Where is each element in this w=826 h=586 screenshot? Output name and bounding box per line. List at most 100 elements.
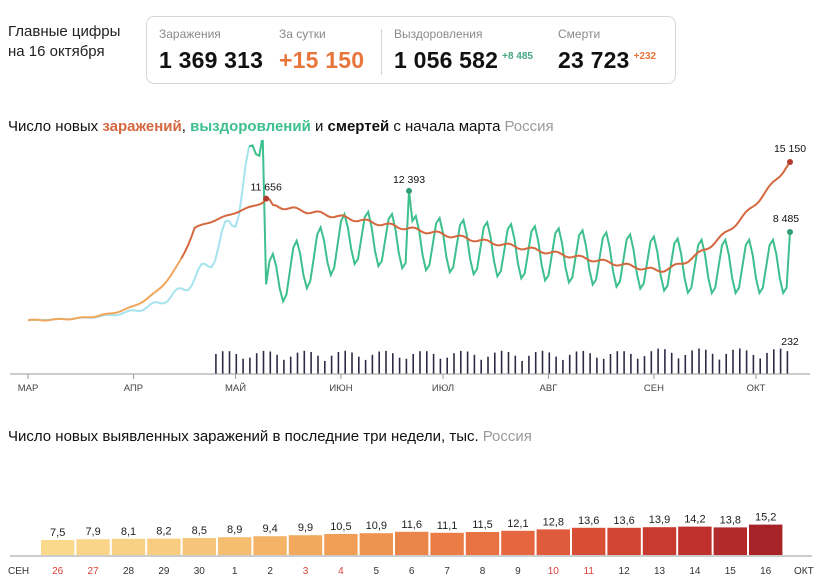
deaths-bar	[705, 349, 707, 374]
bar	[572, 527, 606, 555]
bar	[536, 529, 570, 555]
deaths-bar	[691, 350, 693, 374]
deaths-bar	[255, 353, 258, 374]
chart1-region: Россия	[504, 118, 554, 135]
deaths-bar	[684, 355, 687, 374]
day-label: 5	[374, 566, 380, 577]
stat-infections-label: Заражения	[159, 27, 221, 41]
bar-value-label: 8,9	[227, 524, 242, 536]
deaths-bar	[432, 353, 435, 374]
headline-line1: Главные цифры	[8, 23, 121, 40]
deaths-bar	[405, 358, 408, 374]
bar-value-label: 10,5	[330, 521, 351, 533]
day-label: 30	[194, 566, 206, 577]
day-label: 29	[158, 566, 170, 577]
bar	[111, 538, 146, 555]
infections-line-early	[27, 258, 182, 322]
deaths-bar	[779, 348, 782, 374]
deaths-bar	[439, 358, 442, 374]
deaths-bar	[215, 354, 217, 374]
deaths-bar	[412, 354, 414, 374]
deaths-bar	[739, 348, 741, 374]
bar	[41, 540, 75, 555]
stat-daily: За сутки +15 150	[279, 27, 364, 74]
bar	[76, 539, 110, 555]
deaths-last-label: 232	[781, 336, 799, 348]
deaths-bar	[310, 352, 312, 374]
stat-deaths-label: Смерти	[558, 27, 601, 41]
deaths-bar	[773, 349, 775, 374]
bar	[218, 537, 252, 555]
infections-last-label: 15 150	[774, 143, 806, 155]
deaths-bar	[337, 352, 340, 374]
deaths-bar	[630, 353, 632, 374]
deaths-bar	[664, 349, 666, 374]
deaths-bar	[473, 354, 476, 374]
deaths-bar	[725, 353, 727, 374]
deaths-bar	[269, 351, 272, 374]
day-label: 6	[409, 566, 415, 577]
deaths-bar	[228, 351, 231, 374]
stat-deaths-delta: +232	[633, 51, 657, 62]
recoveries-line	[248, 140, 791, 305]
recoveries-last-label: 8 485	[773, 213, 799, 225]
chart1-title-post: с начала марта	[389, 118, 501, 135]
deaths-bar	[766, 352, 768, 374]
deaths-bar	[732, 349, 734, 374]
deaths-bar	[344, 350, 346, 374]
month-label: АВГ	[540, 383, 558, 394]
day-label: 16	[760, 566, 772, 577]
chart1-title-infections: заражений	[102, 118, 182, 135]
bar-value-label: 11,1	[437, 520, 458, 532]
month-label-right: ОКТ	[794, 566, 814, 577]
deaths-bar	[446, 357, 448, 374]
deaths-bar	[575, 351, 578, 374]
deaths-bar	[582, 350, 585, 374]
bar-value-label: 8,2	[156, 526, 171, 538]
bar-value-label: 9,9	[298, 522, 313, 534]
deaths-bar	[262, 350, 265, 374]
deaths-bar	[521, 360, 523, 374]
deaths-bar	[677, 358, 680, 374]
month-label: ИЮН	[329, 383, 352, 394]
deaths-bar	[303, 350, 306, 374]
day-label: 4	[338, 566, 344, 577]
bar-value-label: 7,9	[85, 526, 100, 538]
bar	[749, 524, 783, 555]
month-label: ОКТ	[747, 383, 766, 394]
bar-value-label: 11,6	[401, 519, 422, 531]
day-label: 26	[52, 566, 64, 577]
stat-recovered-value: 1 056 582	[394, 47, 499, 73]
infections-last-dot	[787, 159, 793, 165]
deaths-bar	[324, 360, 326, 374]
infections-line	[180, 161, 791, 273]
chart1-title-pre: Число новых	[8, 118, 103, 135]
deaths-bar	[534, 352, 537, 374]
bar-value-label: 8,5	[192, 525, 207, 537]
day-label: 10	[548, 566, 560, 577]
deaths-bar	[589, 353, 591, 374]
infections-peak-label: 11 656	[250, 182, 281, 194]
deaths-bar	[711, 353, 714, 374]
bar	[642, 527, 677, 555]
month-label: СЕН	[644, 383, 664, 394]
bar-value-label: 8,1	[121, 526, 136, 538]
deaths-bar	[528, 355, 530, 374]
chart1-title: Число новых заражений, выздоровлений и с…	[8, 118, 554, 135]
deaths-bar	[555, 356, 557, 374]
deaths-bar	[358, 356, 360, 374]
chart2-title-text: Число новых выявленных заражений в после…	[8, 428, 479, 445]
deaths-bar	[602, 358, 605, 374]
bar	[465, 532, 500, 555]
bar	[359, 533, 393, 555]
stat-daily-label: За сутки	[279, 27, 326, 41]
deaths-bar	[514, 355, 517, 374]
day-label: 15	[725, 566, 737, 577]
deaths-bar	[568, 354, 571, 374]
deaths-bar	[541, 350, 544, 374]
deaths-bar	[636, 358, 639, 374]
deaths-bar	[276, 354, 278, 374]
bar-value-label: 12,1	[507, 518, 528, 530]
deaths-bar	[419, 351, 421, 374]
deaths-bar	[249, 357, 251, 374]
